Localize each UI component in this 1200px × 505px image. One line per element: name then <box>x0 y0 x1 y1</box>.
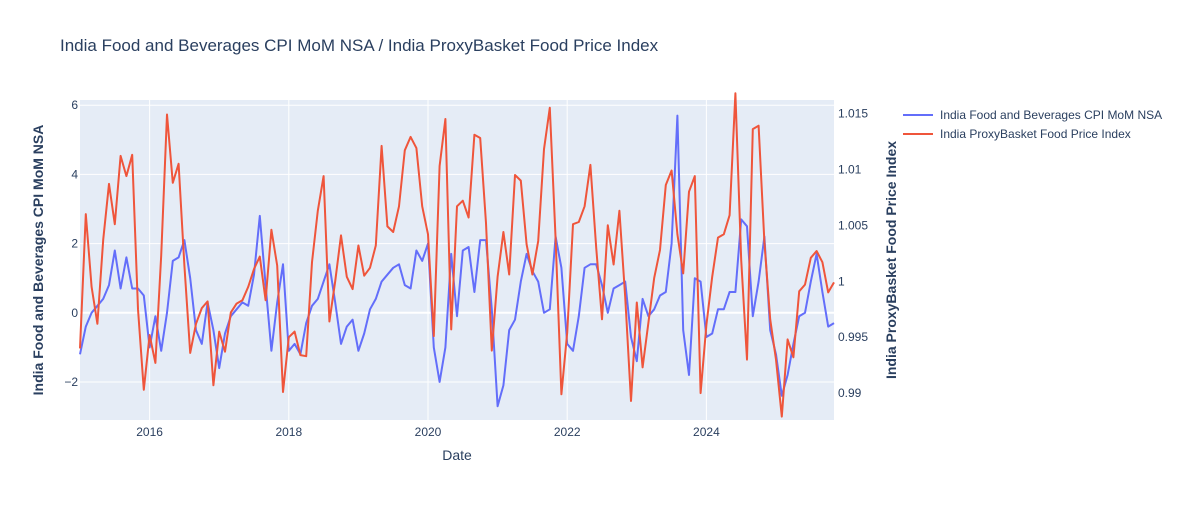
x-tick-label: 2016 <box>136 425 163 439</box>
x-tick-label: 2020 <box>415 425 442 439</box>
y-left-tick-label: −2 <box>64 375 78 389</box>
series-line-1 <box>79 114 835 408</box>
y-left-axis-title: India Food and Beverages CPI MoM NSA <box>30 125 46 396</box>
y-right-tick-label: 1.015 <box>838 106 868 120</box>
y-left-tick-label: 6 <box>71 98 78 112</box>
legend-item-series2[interactable]: India ProxyBasket Food Price Index <box>903 127 1131 141</box>
y-left-tick-label: 4 <box>71 167 78 181</box>
y-right-tick-labels: 0.99 0.995 1 1.005 1.01 1.015 <box>838 106 868 400</box>
y-left-tick-label: 0 <box>71 306 78 320</box>
y-right-tick-label: 1.005 <box>838 218 868 232</box>
x-tick-label: 2022 <box>554 425 581 439</box>
x-tick-labels: 2016 2018 2020 2022 2024 <box>136 425 720 439</box>
legend-label-series2: India ProxyBasket Food Price Index <box>940 127 1131 141</box>
plot-area <box>80 100 834 420</box>
y-right-tick-label: 1.01 <box>838 162 862 176</box>
chart-title: India Food and Beverages CPI MoM NSA / I… <box>60 36 659 55</box>
series-line-2 <box>79 92 835 418</box>
x-tick-label: 2018 <box>275 425 302 439</box>
x-axis-title: Date <box>442 447 472 463</box>
y-right-axis-title: India ProxyBasket Food Price Index <box>883 141 899 379</box>
y-right-tick-label: 0.995 <box>838 330 868 344</box>
y-left-tick-labels: −2 0 2 4 6 <box>64 98 78 389</box>
series-lines <box>79 92 835 418</box>
legend-item-series1[interactable]: India Food and Beverages CPI MoM NSA <box>903 108 1162 122</box>
y-right-tick-label: 0.99 <box>838 386 862 400</box>
y-right-tick-label: 1 <box>838 274 845 288</box>
legend-label-series1: India Food and Beverages CPI MoM NSA <box>940 108 1162 122</box>
y-left-tick-label: 2 <box>71 237 78 251</box>
legend[interactable]: India Food and Beverages CPI MoM NSA Ind… <box>903 108 1162 141</box>
x-tick-label: 2024 <box>693 425 720 439</box>
